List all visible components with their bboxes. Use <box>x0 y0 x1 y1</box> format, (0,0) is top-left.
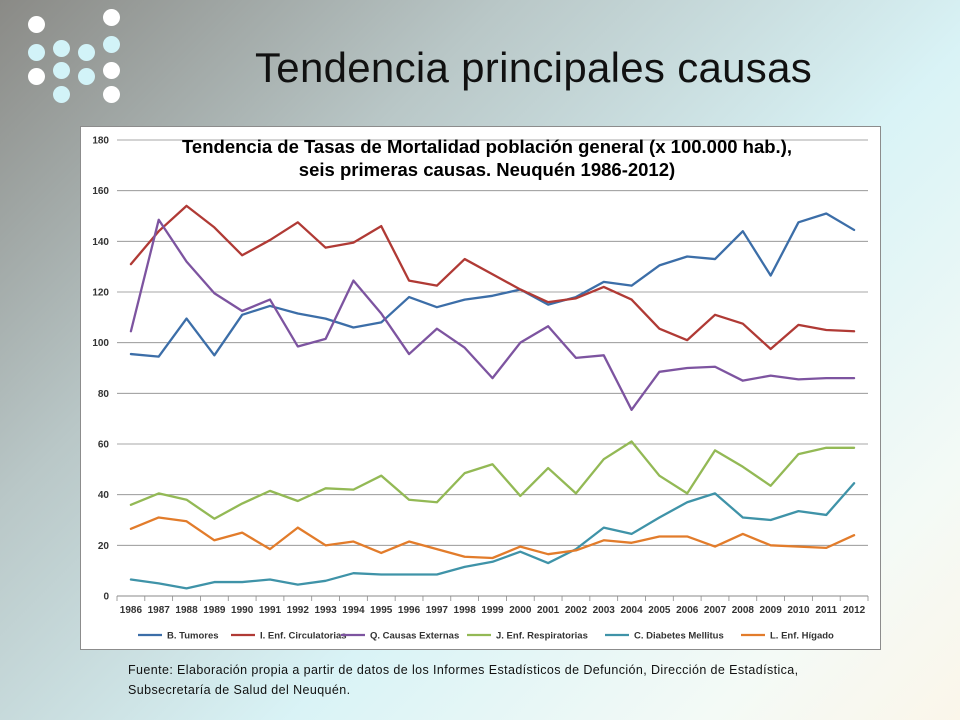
y-tick-label: 120 <box>92 288 109 299</box>
decorative-dot <box>103 86 120 103</box>
x-tick-label: 2002 <box>565 605 588 616</box>
x-tick-label: 1989 <box>203 605 226 616</box>
decorative-dot <box>28 44 45 61</box>
decorative-dot <box>53 62 70 79</box>
gridlines <box>117 139 868 546</box>
x-tick-label: 2008 <box>732 605 755 616</box>
decorative-dot <box>103 62 120 79</box>
legend-item: B. Tumores <box>138 631 219 642</box>
legend-item: Q. Causas Externas <box>341 631 459 642</box>
series-line-q-causas-externas <box>129 218 856 411</box>
x-tick-label: 2006 <box>676 605 699 616</box>
y-tick-label: 80 <box>98 389 110 400</box>
series-lines <box>129 204 856 590</box>
legend-item: J. Enf. Respiratorias <box>467 631 588 642</box>
x-tick-label: 1986 <box>120 605 143 616</box>
x-tick-label: 2001 <box>537 605 560 616</box>
decorative-dot <box>28 68 45 85</box>
y-tick-label: 40 <box>98 490 110 501</box>
y-tick-label: 140 <box>92 237 109 248</box>
decorative-dot <box>53 86 70 103</box>
x-axis: 1986 1987 1988 1989 1990 1991 1992 1993 1994 1995… <box>116 595 869 616</box>
x-tick-label: 2011 <box>815 605 837 616</box>
y-tick-label: 60 <box>98 440 110 451</box>
x-tick-label: 1987 <box>148 605 171 616</box>
x-tick-label: 1991 <box>259 605 282 616</box>
decorative-dot-grid-icon <box>18 4 128 103</box>
y-tick-label: 180 <box>92 136 109 147</box>
x-tick-label: 1990 <box>231 605 254 616</box>
decorative-dot <box>103 9 120 26</box>
decorative-dot <box>78 68 95 85</box>
series-line-i-enf-circulatorias <box>129 204 856 351</box>
legend-item: L. Enf. Hígado <box>741 631 834 642</box>
legend-item: I. Enf. Circulatorias <box>231 631 347 642</box>
x-tick-label: 1997 <box>426 605 449 616</box>
legend: B. Tumores I. Enf. Circulatorias Q. Causas… <box>138 631 834 642</box>
series-line-c-diabetes-mellitus <box>129 482 856 590</box>
legend-label: L. Enf. Hígado <box>770 631 834 642</box>
x-tick-label: 2009 <box>760 605 783 616</box>
decorative-dot <box>28 16 45 33</box>
source-note: Fuente: Elaboración propia a partir de d… <box>128 663 799 697</box>
decorative-dot <box>53 40 70 57</box>
y-tick-label: 100 <box>92 338 109 349</box>
x-tick-label: 1995 <box>370 605 393 616</box>
legend-label: Q. Causas Externas <box>370 631 459 642</box>
slide-title: Tendencia principales causas <box>255 44 813 91</box>
y-tick-label: 0 <box>103 592 109 603</box>
x-tick-label: 2003 <box>593 605 616 616</box>
chart-title: Tendencia de Tasas de Mortalidad poblaci… <box>182 136 792 180</box>
x-tick-label: 1993 <box>314 605 337 616</box>
legend-label: C. Diabetes Mellitus <box>634 631 724 642</box>
y-tick-label: 160 <box>92 186 109 197</box>
series-line-l-enf-h-gado <box>129 516 856 560</box>
y-tick-label: 20 <box>98 541 110 552</box>
x-tick-label: 2005 <box>648 605 671 616</box>
legend-label: I. Enf. Circulatorias <box>260 631 347 642</box>
x-tick-label: 1998 <box>454 605 477 616</box>
legend-item: C. Diabetes Mellitus <box>605 631 724 642</box>
legend-label: J. Enf. Respiratorias <box>496 631 588 642</box>
decorative-dot <box>78 44 95 61</box>
x-tick-label: 2004 <box>620 605 643 616</box>
x-tick-label: 2010 <box>787 605 810 616</box>
x-tick-label: 1996 <box>398 605 421 616</box>
x-tick-label: 2012 <box>843 605 866 616</box>
y-axis: 0 20 40 60 80 100 120 140 160 180 <box>92 136 109 603</box>
series-line-j-enf-respiratorias <box>129 440 856 520</box>
series-line-b-tumores <box>129 212 856 358</box>
legend-label: B. Tumores <box>167 631 219 642</box>
x-tick-label: 1992 <box>287 605 310 616</box>
x-tick-label: 1994 <box>342 605 365 616</box>
x-tick-label: 1988 <box>175 605 198 616</box>
chart-container: 0 20 40 60 80 100 120 140 160 180 1986 1987 1988 198… <box>80 126 881 650</box>
x-tick-label: 1999 <box>481 605 504 616</box>
decorative-dot <box>103 36 120 53</box>
x-tick-label: 2000 <box>509 605 532 616</box>
x-tick-label: 2007 <box>704 605 727 616</box>
